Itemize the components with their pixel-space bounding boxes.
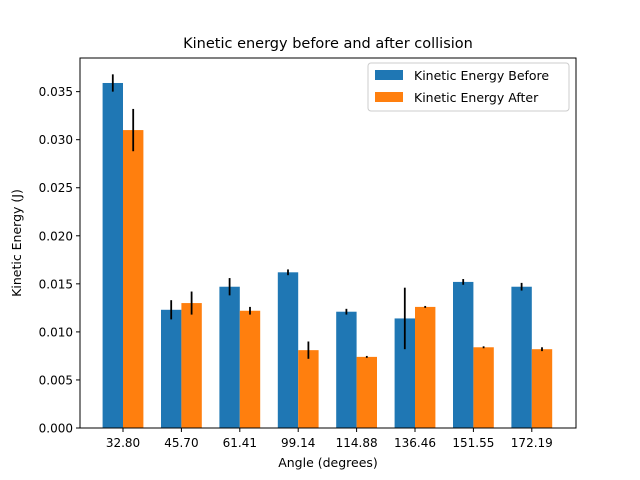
bar-after [531,349,553,428]
x-tick-label: 32.80 [106,436,140,450]
bar-after [415,306,436,428]
bar-before [394,318,415,428]
y-tick-label: 0.000 [39,422,73,436]
x-tick-label: 114.88 [336,436,378,450]
x-tick-label: 172.19 [511,436,553,450]
bar-before [453,281,474,428]
bar-after [298,350,319,428]
x-axis-label: Angle (degrees) [278,455,378,470]
chart-title: Kinetic energy before and after collisio… [183,36,473,52]
bar-before [277,272,299,428]
errorbars-group [111,74,543,359]
bar-after [181,303,202,428]
y-tick-label: 0.030 [39,133,73,147]
y-tick-label: 0.010 [39,325,73,339]
bars-group [102,82,553,429]
bar-before [102,82,123,429]
legend: Kinetic Energy Before Kinetic Energy Afte… [367,62,570,112]
legend-swatch [375,70,403,80]
legend-label: Kinetic Energy Before [414,68,549,83]
bar-before [219,286,240,428]
y-tick-label: 0.035 [39,85,73,99]
bar-after [123,130,144,428]
x-tick-label: 45.70 [164,436,198,450]
legend-label: Kinetic Energy After [414,90,539,105]
y-tick-label: 0.015 [39,277,73,291]
legend-swatch [375,92,403,102]
y-tick-label: 0.005 [39,373,73,387]
bar-after [473,347,494,428]
bar-before [336,311,357,428]
x-tick-label: 136.46 [394,436,436,450]
x-tick-label: 61.41 [223,436,257,450]
bar-after [356,356,377,428]
bar-before [161,309,182,428]
y-tick-label: 0.020 [39,229,73,243]
bar-before [511,286,532,428]
y-axis-label: Kinetic Energy (J) [9,189,24,297]
x-axis: 32.80 45.70 61.41 99.14 114.88 136.46 151.55 17… [106,428,553,450]
axes-frame [79,57,577,429]
y-axis: 0.000 0.005 0.010 0.015 0.020 0.025 0.030 0.035 [39,85,80,436]
y-tick-label: 0.025 [39,181,73,195]
bar-after [239,310,261,428]
x-tick-label: 99.14 [281,436,315,450]
legend-box [367,62,570,112]
x-tick-label: 151.55 [452,436,494,450]
